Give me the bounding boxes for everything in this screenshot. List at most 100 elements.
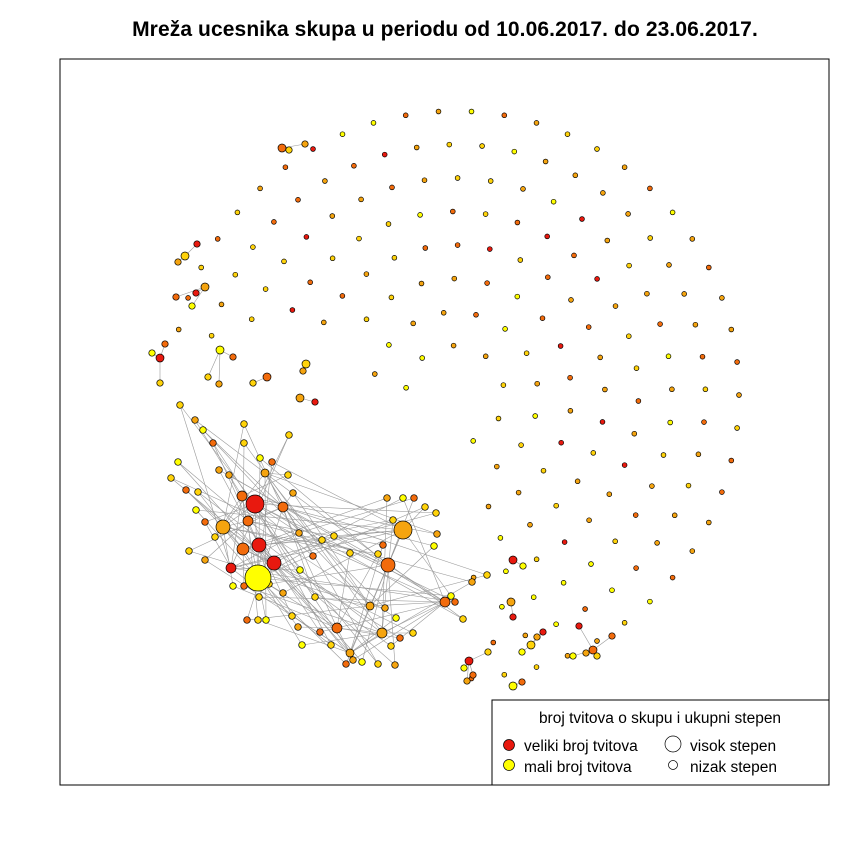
network-node <box>719 295 725 301</box>
network-edge <box>218 349 221 385</box>
network-node <box>506 597 516 607</box>
network-node <box>339 131 346 137</box>
network-node <box>585 324 592 330</box>
network-node <box>295 393 305 403</box>
network-node <box>533 120 540 126</box>
network-node <box>482 353 489 360</box>
network-node <box>374 550 382 558</box>
network-node <box>225 471 233 479</box>
network-edge <box>247 520 384 546</box>
network-edge <box>578 625 594 651</box>
network-edge <box>264 472 464 620</box>
network-edge <box>282 506 386 609</box>
network-node <box>671 512 678 519</box>
network-node <box>321 319 327 326</box>
network-edge <box>188 506 284 552</box>
network-node <box>468 108 475 115</box>
network-node <box>579 216 585 222</box>
network-node <box>545 274 551 280</box>
network-node <box>296 566 304 574</box>
network-edge <box>258 544 396 666</box>
network-node <box>669 574 676 581</box>
network-node <box>517 257 524 263</box>
network-edge <box>381 519 394 634</box>
network-node <box>526 640 536 650</box>
network-node <box>561 539 568 545</box>
network-node <box>631 430 638 437</box>
network-node <box>167 474 175 482</box>
network-node <box>502 326 508 332</box>
network-edge <box>230 529 404 569</box>
network-node <box>533 633 541 641</box>
network-node <box>410 320 416 327</box>
network-node <box>539 628 547 636</box>
network-node <box>295 529 303 537</box>
network-edge <box>352 601 446 661</box>
legend-marker-low-degree <box>668 760 678 770</box>
network-node <box>174 258 182 266</box>
legend-label-low-degree: nizak stepen <box>690 759 777 776</box>
network-node <box>277 143 287 153</box>
network-node <box>262 286 269 292</box>
network-node <box>279 589 287 597</box>
network-node <box>288 612 296 620</box>
network-node <box>244 564 272 592</box>
network-node <box>358 196 364 203</box>
legend-label-low: mali broj tvitova <box>524 759 632 776</box>
network-node <box>262 616 270 624</box>
network-node <box>182 486 190 494</box>
network-node <box>298 641 306 649</box>
network-node <box>245 494 265 514</box>
network-node <box>370 120 377 126</box>
network-node <box>218 301 225 308</box>
network-node <box>530 594 537 600</box>
network-node <box>260 468 270 478</box>
network-node <box>689 236 696 242</box>
network-node <box>612 303 619 309</box>
network-node <box>161 340 169 348</box>
network-node <box>331 622 343 634</box>
network-node <box>582 606 588 612</box>
network-node <box>301 359 311 369</box>
network-node <box>649 483 655 489</box>
network-node <box>534 380 540 387</box>
network-node <box>188 302 196 310</box>
network-node <box>518 442 524 448</box>
network-node <box>460 664 468 672</box>
network-node <box>402 112 409 119</box>
network-node <box>454 175 461 181</box>
network-edge <box>257 577 347 665</box>
network-node <box>249 379 257 387</box>
network-node <box>201 556 209 564</box>
network-node <box>242 515 254 527</box>
network-node <box>518 648 526 656</box>
network-node <box>647 185 653 192</box>
network-node <box>657 321 663 327</box>
network-node <box>234 209 241 216</box>
network-edge <box>242 497 388 550</box>
network-node <box>389 516 397 524</box>
network-edge <box>258 497 415 546</box>
network-node <box>236 542 250 556</box>
network-node <box>309 552 317 560</box>
network-node <box>432 509 440 517</box>
network-node <box>229 582 237 590</box>
network-node <box>454 242 461 248</box>
network-node <box>417 212 423 218</box>
network-node <box>633 565 639 571</box>
legend-marker-high <box>503 739 515 751</box>
network-edge <box>349 605 371 654</box>
network-node <box>527 522 533 528</box>
network-node <box>262 372 272 382</box>
network-node <box>594 146 600 152</box>
network-edge <box>268 564 389 585</box>
network-node <box>479 143 485 149</box>
network-edge <box>194 419 266 474</box>
network-edge <box>185 489 338 629</box>
network-edge <box>273 562 321 633</box>
network-node <box>451 275 458 282</box>
network-node <box>539 315 546 321</box>
network-node <box>564 653 571 659</box>
network-node <box>393 520 413 540</box>
network-node <box>329 213 336 219</box>
